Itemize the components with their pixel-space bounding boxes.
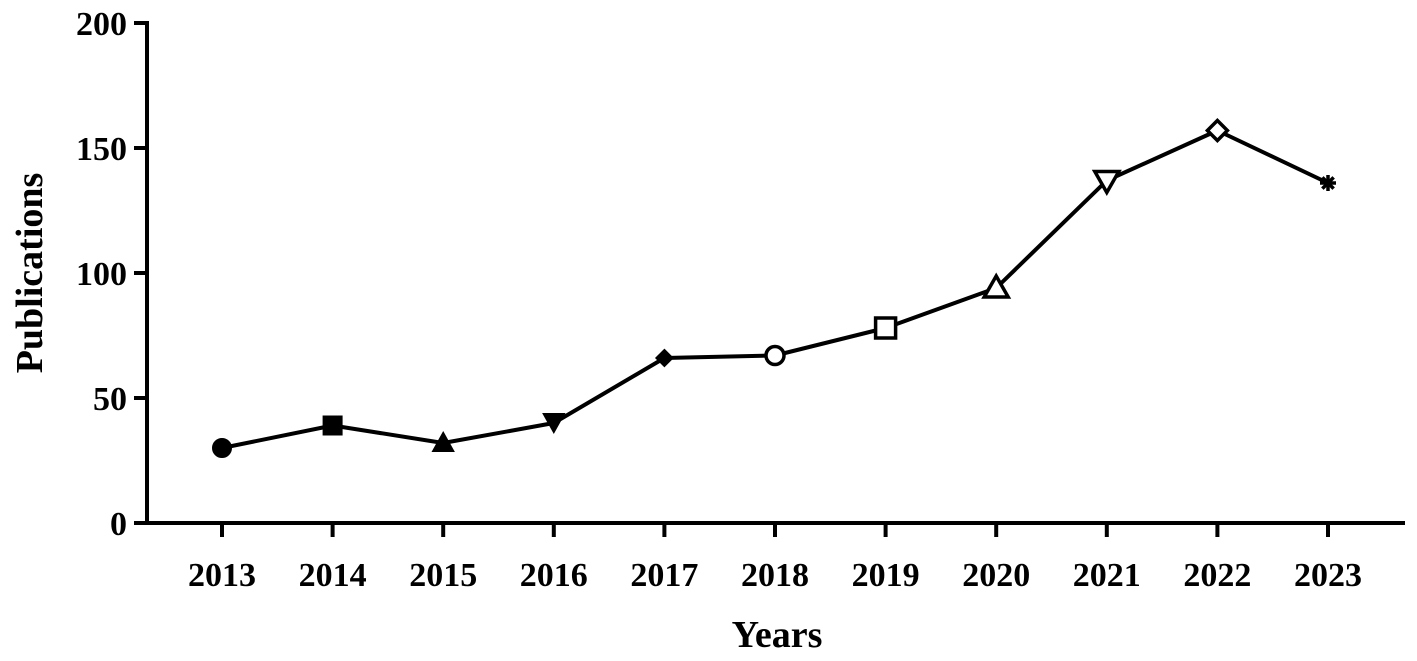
y-axis-title: Publications (9, 173, 51, 374)
x-tick-label: 2022 (1183, 557, 1251, 594)
data-point-marker (873, 316, 898, 340)
y-tick-label: 50 (93, 381, 127, 418)
x-tick-label: 2018 (741, 557, 809, 594)
data-point-marker (1320, 175, 1336, 191)
x-tick-label: 2020 (962, 557, 1030, 594)
y-tick-label: 150 (76, 131, 127, 168)
series-line (221, 128, 1329, 450)
y-axis: 0 50 100 150 200 (76, 6, 149, 543)
x-tick-label: 2019 (852, 557, 920, 594)
x-axis-title: Years (732, 614, 823, 656)
data-point-marker (212, 438, 232, 458)
x-tick-label: 2013 (188, 557, 256, 594)
y-tick-label: 200 (76, 6, 127, 43)
data-point-marker (431, 430, 455, 452)
x-axis: 2013 2014 2015 2016 2017 2018 2019 2020 2021 2022… (145, 521, 1405, 594)
x-tick-label: 2017 (630, 557, 698, 594)
data-point-marker (1091, 169, 1122, 197)
asterisk-stroke (1321, 176, 1335, 190)
x-tick-label: 2021 (1073, 557, 1141, 594)
data-point-marker (764, 344, 786, 367)
data-point-marker (542, 413, 566, 435)
y-tick-label: 0 (110, 506, 127, 543)
plot-area (212, 118, 1336, 458)
x-tick-label: 2014 (299, 557, 367, 594)
x-tick-label: 2023 (1294, 557, 1362, 594)
data-point-marker (322, 415, 343, 436)
x-tick-label: 2015 (409, 557, 477, 594)
data-point-marker (654, 348, 674, 368)
y-tick-label: 100 (76, 256, 127, 293)
data-point-marker (981, 272, 1012, 299)
x-tick-label: 2016 (520, 557, 588, 594)
data-point-marker (1204, 118, 1230, 143)
